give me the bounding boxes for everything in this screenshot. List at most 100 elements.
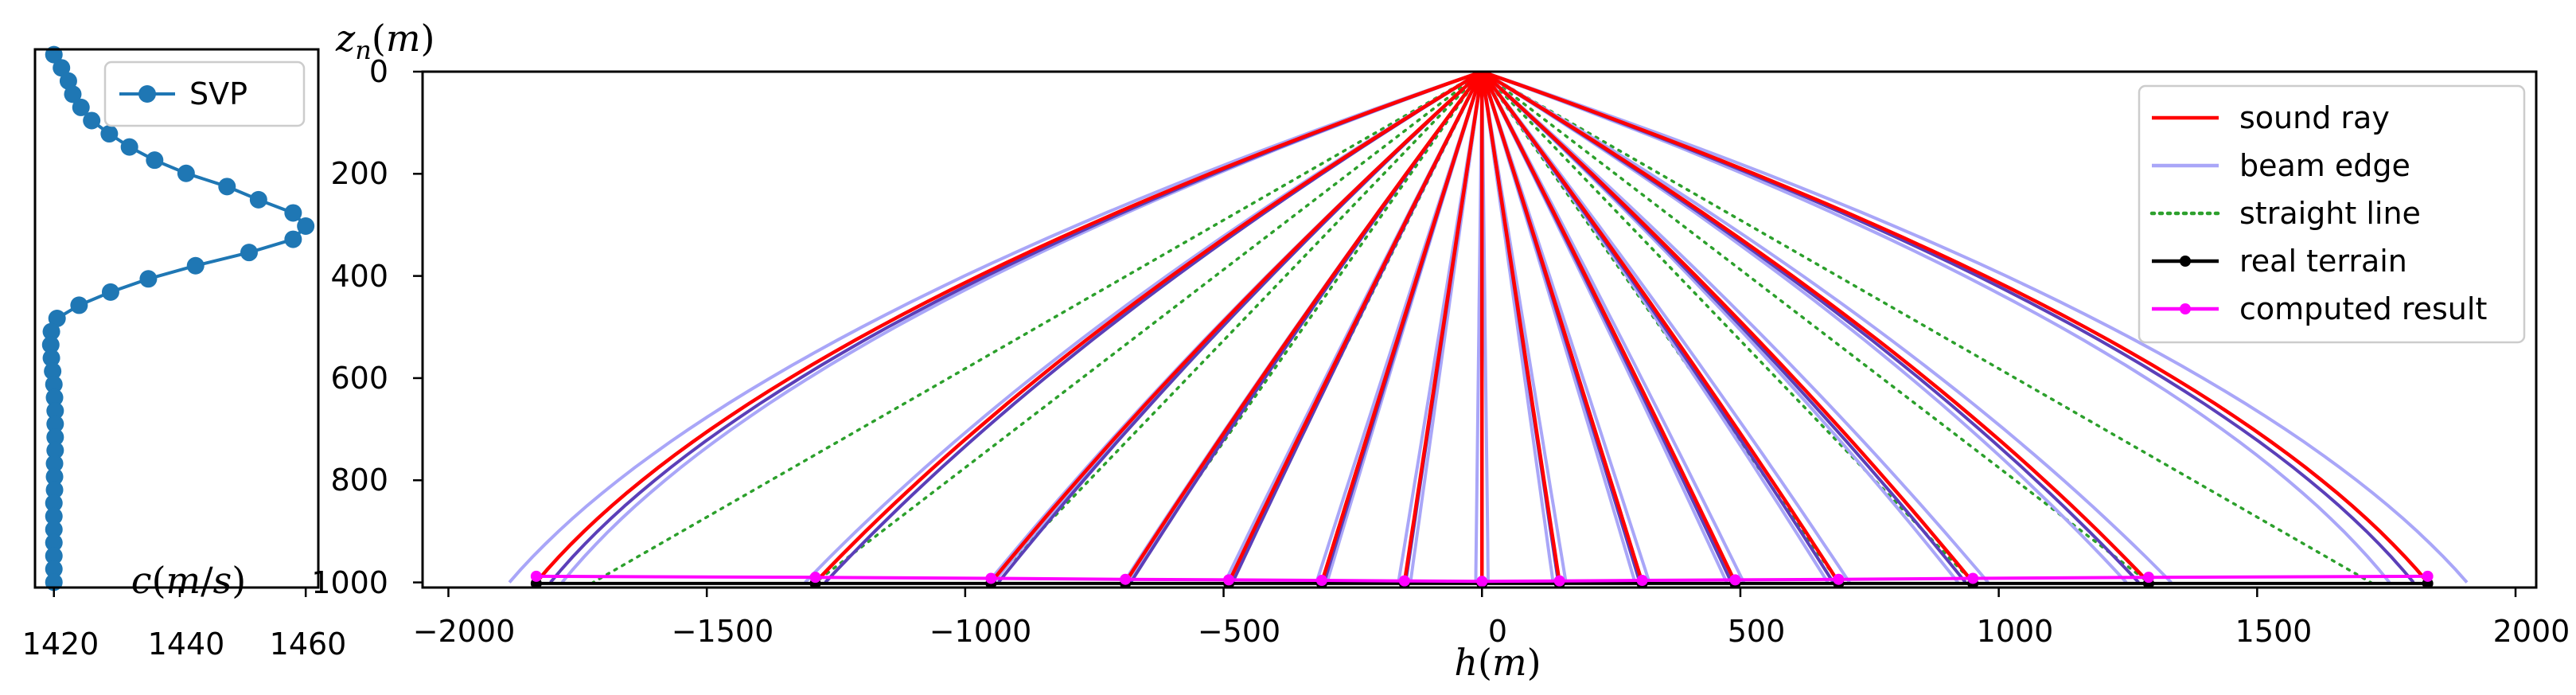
svp-data-layer [41,45,315,592]
computed-result-point-11 [1833,573,1845,585]
sound-ray-6 [1402,72,1484,583]
straight-line-2 [989,72,1483,584]
svp-point-26 [45,388,64,407]
legend-straight-line-label: straight line [2239,196,2421,231]
svp-x-axis-title-close: ) [232,559,246,602]
svp-point-4 [72,98,90,116]
svp-point-37 [45,533,63,552]
ray-x-axis-title-open: ( [1478,641,1492,684]
ray-y-axis-title-z: z [335,17,356,60]
svp-point-31 [45,455,64,473]
ray-x-tick-label-1000: 1000 [1977,614,2054,649]
ray-x-tick-label-500: 500 [1728,614,1786,649]
svp-x-tick-label-1440: 1440 [148,627,225,662]
straight-line-13 [1480,72,2150,584]
svp-point-10 [218,178,236,196]
svp-point-30 [46,441,64,459]
svp-point-15 [240,244,258,262]
legend-computed-result-marker [2180,303,2191,314]
sound-ray-2 [989,72,1483,584]
ray-legend: sound ray beam edge straight line real t… [2138,84,2526,344]
svp-point-33 [45,481,64,499]
ray-data-layer [508,72,2469,588]
computed-result-point-13 [2142,572,2154,584]
ray-y-tick-label-600: 600 [330,361,388,396]
svp-legend-label: SVP [189,76,247,111]
computed-result-point-9 [1636,575,1648,587]
svp-point-38 [45,547,63,565]
straight-line-12 [1480,72,1974,584]
ray-x-axis-title: h(m) [1454,641,1541,684]
ray-x-ticks [447,588,2517,597]
svp-point-1 [53,59,71,77]
ray-legend-box [2138,84,2526,344]
ray-panel: −2000 −1500 −1000 −500 0 500 1000 1500 2… [311,17,2570,684]
svp-x-tick-label-1460: 1460 [270,627,347,662]
ray-x-tick-label-neg1000: −1000 [929,614,1032,649]
ray-y-tick-label-800: 800 [330,463,388,498]
svp-panel: 1420 1440 1460 c(m/s) SVP [22,45,347,662]
svp-point-8 [146,151,164,170]
computed-result-point-6 [1398,575,1410,587]
legend-computed-result-label: computed result [2239,291,2487,326]
svp-point-9 [177,164,195,182]
svp-x-axis-title-s: s [213,559,232,602]
svp-x-axis-title-open: ( [152,559,166,602]
svp-point-14 [284,230,302,248]
sound-ray-1 [813,72,1483,584]
computed-result-point-7 [1476,576,1488,588]
ray-x-axis-title-close: ) [1527,641,1541,684]
svp-x-axis-title-slash: / [201,559,213,602]
legend-real-terrain-marker [2180,256,2191,267]
sound-ray-11 [1480,72,1841,584]
svp-point-25 [45,375,63,393]
sound-ray-5 [1319,72,1484,584]
ray-y-tick-label-400: 400 [330,259,388,294]
computed-result-point-14 [2422,570,2434,582]
ray-x-tick-label-0: 0 [1488,614,1507,649]
computed-result-point-1 [809,572,821,584]
sound-ray-8 [1479,72,1561,583]
svp-point-16 [186,256,205,275]
svp-point-29 [46,428,64,447]
sound-ray-3 [1124,72,1483,584]
beam-edge-13-outer [1481,72,2173,584]
beam-edge-0-outer [508,72,1483,584]
ray-y-tick-label-200: 200 [330,156,388,191]
beam-edge-14-outer [1481,72,2469,584]
ray-axes-frame [421,70,2538,589]
svp-x-axis-title-c: c [131,559,152,602]
svp-point-36 [45,521,63,539]
beam-edge-12-outer [1480,72,1989,584]
computed-result-point-5 [1315,575,1327,587]
ray-x-tick-label-2000: 2000 [2493,614,2570,649]
svp-point-18 [101,283,119,301]
legend-sound-ray-label: sound ray [2239,100,2390,135]
ray-y-axis-title: zn(m) [335,17,435,65]
svp-point-2 [59,72,77,90]
ray-x-tick-label-neg500: −500 [1198,614,1280,649]
svp-point-20 [48,310,66,327]
ray-y-axis-title-open: ( [372,17,386,60]
computed-result-point-0 [530,570,542,582]
svp-point-7 [120,138,138,156]
computed-result-point-10 [1729,574,1741,586]
svp-point-19 [70,296,88,314]
ray-x-tick-label-neg1500: −1500 [672,614,774,649]
svp-point-6 [100,125,119,143]
svp-point-23 [42,349,60,367]
ray-y-tick-label-1000: 1000 [311,565,388,600]
svp-point-39 [45,560,63,578]
svp-x-axis-title-m: m [166,559,201,602]
sound-ray-14 [1481,72,2430,584]
svp-x-axis-title: c(m/s) [131,559,246,602]
svp-point-17 [139,270,158,288]
svp-point-24 [44,362,62,381]
ray-y-ticks [413,70,423,584]
sound-ray-0 [535,72,1483,584]
computed-result-point-3 [1120,573,1132,585]
ray-y-tick-label-0: 0 [369,54,388,89]
ray-x-axis-title-h: h [1454,641,1478,684]
svp-point-11 [249,190,267,209]
svp-point-21 [42,322,60,341]
